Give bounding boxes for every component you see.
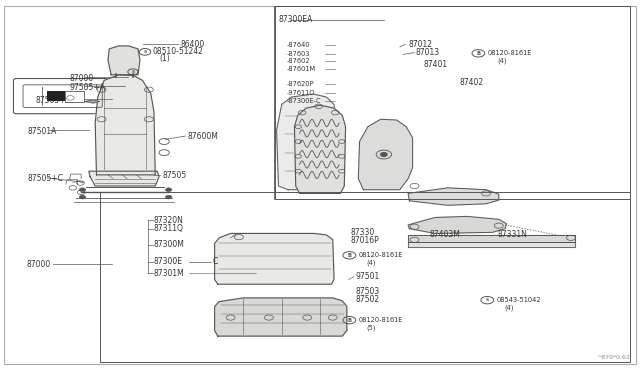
Polygon shape xyxy=(408,217,506,234)
Text: (1): (1) xyxy=(159,54,170,63)
Polygon shape xyxy=(408,235,575,241)
Text: (5): (5) xyxy=(366,324,376,331)
Text: 08120-8161E: 08120-8161E xyxy=(358,252,403,258)
Text: -87640: -87640 xyxy=(287,42,310,48)
Text: 97501: 97501 xyxy=(355,272,380,281)
Text: -87300E-C: -87300E-C xyxy=(287,98,321,104)
Text: 87505: 87505 xyxy=(163,171,186,180)
Text: 08120-8161E: 08120-8161E xyxy=(487,50,532,56)
Bar xyxy=(100,192,630,362)
Text: 87000: 87000 xyxy=(26,260,51,269)
Text: (4): (4) xyxy=(366,259,376,266)
Text: S: S xyxy=(143,50,147,54)
Text: 87502: 87502 xyxy=(355,295,380,304)
Polygon shape xyxy=(89,171,159,186)
Circle shape xyxy=(166,195,172,199)
Circle shape xyxy=(79,188,86,192)
FancyBboxPatch shape xyxy=(13,78,113,114)
Text: 08510-51242: 08510-51242 xyxy=(153,47,204,56)
Text: 87311Q: 87311Q xyxy=(154,224,184,233)
Text: -87620P: -87620P xyxy=(287,81,314,87)
Text: 87016P: 87016P xyxy=(351,236,380,246)
Text: -97611O: -97611O xyxy=(287,90,316,96)
Text: 87320N: 87320N xyxy=(154,216,184,225)
Text: (4): (4) xyxy=(497,58,507,64)
Circle shape xyxy=(79,195,86,199)
Polygon shape xyxy=(358,119,413,190)
Text: (4): (4) xyxy=(504,304,513,311)
Circle shape xyxy=(166,188,172,192)
Bar xyxy=(65,91,84,102)
Text: B: B xyxy=(348,253,351,258)
Text: 87300M: 87300M xyxy=(154,240,185,249)
Text: 87300EA: 87300EA xyxy=(278,16,313,25)
Text: C: C xyxy=(212,257,218,266)
Text: 87403M: 87403M xyxy=(430,230,461,239)
Text: 87501A: 87501A xyxy=(28,126,57,136)
Bar xyxy=(47,92,65,101)
Text: 87505+C: 87505+C xyxy=(28,174,63,183)
Text: 86400: 86400 xyxy=(180,40,205,49)
Text: 87600M: 87600M xyxy=(187,132,218,141)
Circle shape xyxy=(381,153,387,156)
Text: 87402: 87402 xyxy=(460,78,483,87)
Text: ^870*0.62: ^870*0.62 xyxy=(596,355,630,360)
Polygon shape xyxy=(408,242,575,247)
Polygon shape xyxy=(214,234,334,284)
Text: 87012: 87012 xyxy=(408,40,432,49)
Polygon shape xyxy=(276,94,338,190)
Text: B: B xyxy=(348,318,351,323)
Text: B: B xyxy=(476,51,481,56)
Text: 97505+A: 97505+A xyxy=(70,83,106,92)
Text: 87503: 87503 xyxy=(355,287,380,296)
Text: 87300E: 87300E xyxy=(154,257,183,266)
Text: -87601M: -87601M xyxy=(287,66,316,72)
Text: 87000: 87000 xyxy=(70,74,94,83)
Text: 87401: 87401 xyxy=(424,60,447,69)
Text: 87331N: 87331N xyxy=(497,230,527,240)
Text: S: S xyxy=(486,298,489,302)
Text: 08543-51042: 08543-51042 xyxy=(496,297,541,303)
Polygon shape xyxy=(408,188,499,205)
Text: 87301M: 87301M xyxy=(154,269,185,278)
Text: 87505+D: 87505+D xyxy=(36,96,72,105)
Polygon shape xyxy=(214,298,347,336)
Text: S: S xyxy=(131,70,134,74)
Text: -87602: -87602 xyxy=(287,58,310,64)
Polygon shape xyxy=(95,75,156,175)
Polygon shape xyxy=(108,46,140,75)
Polygon shape xyxy=(294,105,346,193)
Text: 87330: 87330 xyxy=(351,228,375,237)
Bar xyxy=(275,6,630,199)
Text: 08120-8161E: 08120-8161E xyxy=(358,317,403,323)
Polygon shape xyxy=(85,100,100,103)
Text: -87603: -87603 xyxy=(287,51,310,57)
Text: 87013: 87013 xyxy=(416,48,440,57)
